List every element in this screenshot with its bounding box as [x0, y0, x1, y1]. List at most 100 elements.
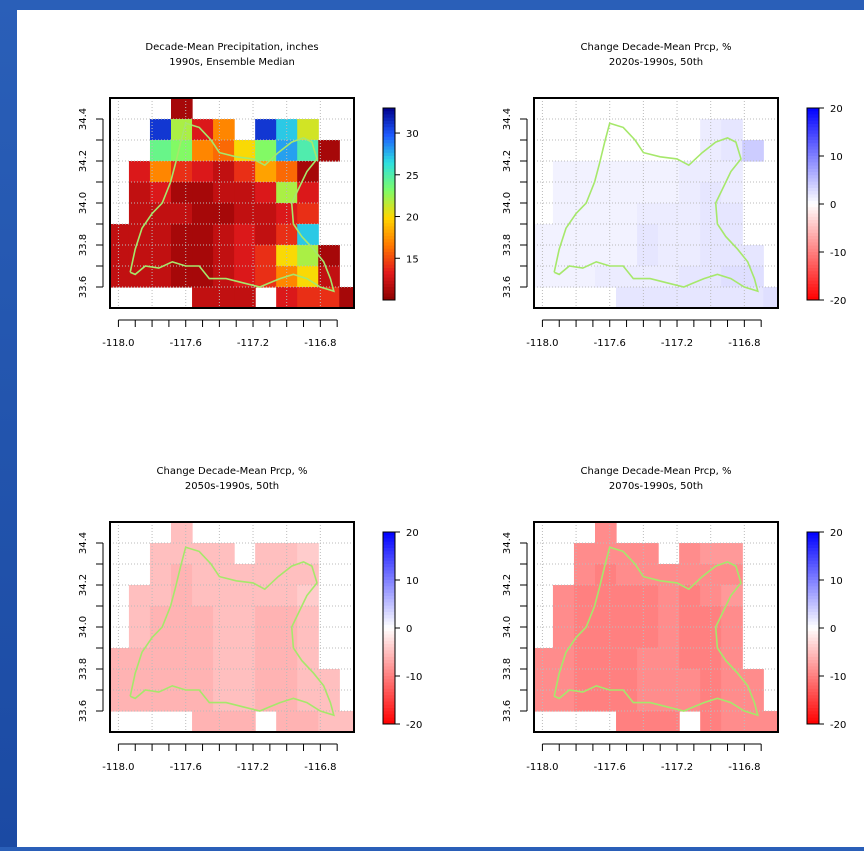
grid-cell [255, 119, 277, 141]
grid-cell [276, 543, 298, 565]
grid-cell [595, 182, 617, 204]
grid-cell [297, 606, 319, 628]
legend-swatch [807, 168, 819, 173]
grid-cell [234, 585, 256, 607]
grid-cell [573, 161, 596, 183]
legend-swatch [383, 146, 395, 151]
grid-cell [534, 245, 554, 267]
x-tick-label: -117.2 [661, 338, 693, 349]
grid-cell [110, 669, 130, 691]
grid-cell [276, 669, 298, 691]
legend-swatch [383, 560, 395, 565]
grid-cell [552, 203, 575, 225]
legend-swatch [807, 264, 819, 269]
legend-swatch [807, 676, 819, 680]
legend-swatch [383, 538, 395, 543]
legend-label: 30 [406, 129, 419, 140]
grid-cell [658, 564, 680, 586]
grid-cell [679, 287, 701, 308]
legend-swatch [807, 711, 819, 715]
legend-swatch [383, 130, 395, 135]
grid-cell [213, 266, 235, 288]
legend-swatch [383, 140, 395, 144]
figure-sheet: Decade-Mean Precipitation, inches 1990s, … [17, 10, 864, 847]
legend-swatch [807, 181, 819, 186]
legend-swatch [383, 679, 395, 683]
legend-swatch [383, 573, 395, 578]
legend-swatch [383, 701, 395, 706]
legend-swatch [807, 612, 819, 616]
grid-cell [637, 245, 659, 267]
grid-cell [637, 287, 659, 308]
grid-cell [595, 648, 617, 670]
legend-swatch [807, 133, 819, 138]
y-tick-label: 33.6 [78, 700, 89, 722]
grid-cell [171, 182, 193, 204]
legend-swatch [383, 708, 395, 712]
x-tick-label: -117.6 [170, 762, 202, 773]
legend-swatch [383, 567, 395, 571]
grid-cell [721, 140, 743, 162]
grid-cell [595, 203, 617, 225]
grid-cell [171, 648, 193, 670]
legend-swatch [807, 159, 819, 163]
grid-cell [234, 648, 256, 670]
grid-cell [573, 224, 596, 246]
grid-cell [679, 224, 701, 246]
grid-cell [297, 245, 319, 267]
grid-cell [318, 245, 340, 267]
grid-cell [213, 224, 235, 246]
grid-cell [700, 245, 722, 267]
legend-swatch [807, 156, 819, 160]
y-tick-label: 34.2 [78, 574, 89, 596]
legend-swatch [383, 592, 395, 597]
legend-swatch [807, 624, 819, 629]
legend-swatch [383, 242, 395, 247]
grid-cell [171, 690, 193, 712]
legend-swatch [383, 213, 395, 218]
grid-cell [213, 161, 235, 183]
legend-swatch [807, 242, 819, 247]
legend-swatch [383, 181, 395, 186]
grid-cell [318, 711, 340, 732]
grid-cell [637, 585, 659, 607]
grid-cell [721, 119, 743, 141]
grid-cell [742, 669, 764, 691]
legend-swatch [383, 191, 395, 195]
y-tick-label: 34.4 [502, 532, 513, 554]
grid-cell [721, 182, 743, 204]
legend-swatch [383, 200, 395, 205]
grid-cell [595, 669, 617, 691]
legend-swatch [383, 564, 395, 568]
grid-cell [171, 224, 193, 246]
plot-frame [109, 521, 355, 733]
y-tick-label: 34.4 [78, 532, 89, 554]
y-tick-label: 33.8 [502, 234, 513, 256]
grid-cell [213, 648, 235, 670]
grid-cell [192, 224, 214, 246]
grid-cell [637, 203, 659, 225]
figure-canvas: Decade-Mean Precipitation, inches 1990s, … [78, 42, 846, 773]
chart-title: Decade-Mean Precipitation, inches [145, 42, 318, 53]
grid-cell [658, 203, 680, 225]
legend-label: 20 [406, 528, 419, 539]
grid-cell [110, 648, 130, 670]
legend-swatch [807, 647, 819, 651]
grid-cell [721, 543, 743, 565]
legend-swatch [807, 583, 819, 587]
legend-swatch [383, 207, 395, 211]
grid-cell [700, 606, 722, 628]
grid-cell [679, 606, 701, 628]
grid-cell [637, 224, 659, 246]
legend-swatch [807, 207, 819, 211]
grid-cell [573, 543, 596, 565]
grid-cell [616, 627, 638, 649]
legend-swatch [807, 580, 819, 584]
grid-cell [192, 543, 214, 565]
legend-swatch [383, 220, 395, 224]
grid-cell [192, 245, 214, 267]
x-tick-label: -116.8 [304, 762, 336, 773]
grid-cell [192, 606, 214, 628]
grid-cell [128, 203, 151, 225]
legend-swatch [807, 682, 819, 687]
